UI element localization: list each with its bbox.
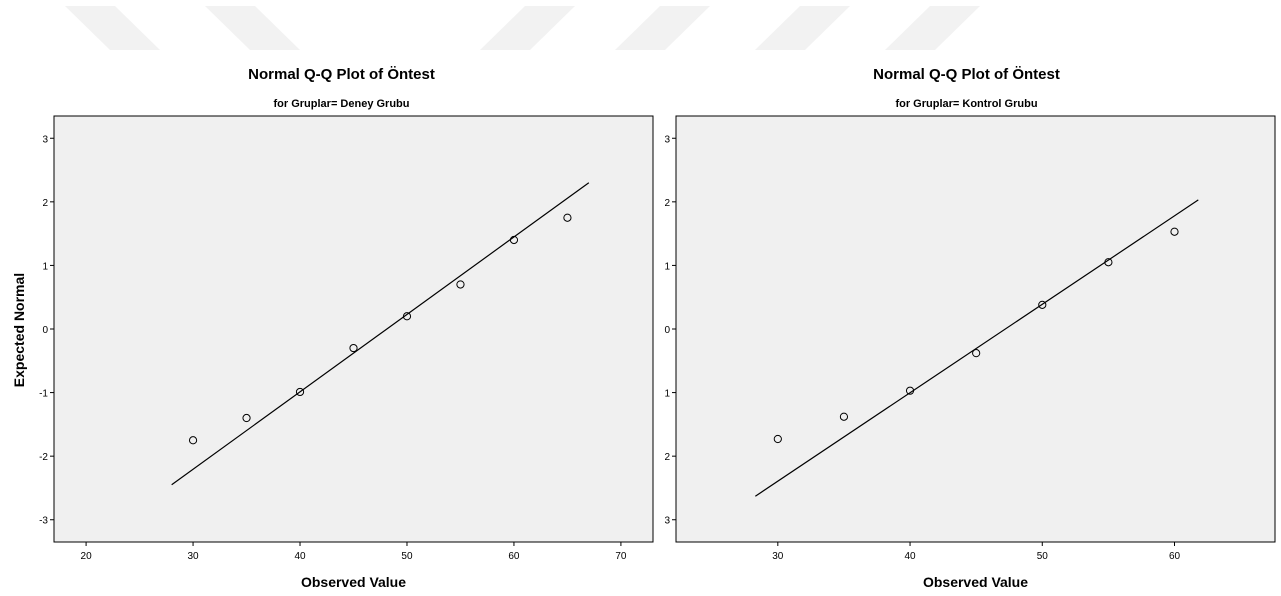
chart-title: Normal Q-Q Plot of Öntest bbox=[248, 66, 435, 83]
data-point bbox=[402, 312, 412, 321]
data-point bbox=[456, 280, 465, 289]
watermark-stripes bbox=[65, 6, 980, 50]
chart-title: Normal Q-Q Plot of Öntest bbox=[873, 66, 1060, 83]
data-point bbox=[905, 386, 915, 395]
y-tick-label: 3 bbox=[664, 516, 670, 527]
y-tick-label: 2 bbox=[42, 198, 48, 209]
x-tick-label: 60 bbox=[1169, 551, 1181, 562]
y-tick-label: 2 bbox=[664, 198, 670, 209]
y-tick-label: 2 bbox=[664, 452, 670, 463]
data-point bbox=[295, 387, 305, 397]
y-tick-label: 3 bbox=[42, 134, 48, 145]
y-tick-label: -2 bbox=[39, 452, 48, 463]
data-point bbox=[188, 436, 198, 445]
data-point bbox=[1170, 227, 1179, 236]
x-tick-label: 50 bbox=[1037, 551, 1049, 562]
data-point bbox=[972, 349, 981, 358]
y-tick-label: -1 bbox=[39, 389, 48, 400]
y-tick-label: 1 bbox=[664, 261, 670, 272]
data-point bbox=[242, 413, 251, 423]
plot-area bbox=[675, 115, 1276, 543]
reference-line bbox=[171, 182, 590, 486]
y-tick-label: 1 bbox=[664, 389, 670, 400]
y-tick-label: 0 bbox=[42, 325, 48, 336]
data-point bbox=[839, 412, 849, 421]
x-axis-label: Observed Value bbox=[300, 574, 407, 590]
data-point bbox=[1038, 300, 1047, 309]
x-tick-label: 30 bbox=[772, 551, 784, 562]
chart-subtitle: for Gruplar= Deney Grubu bbox=[273, 98, 410, 110]
plot-area bbox=[53, 115, 654, 543]
data-point bbox=[349, 343, 358, 353]
chart-subtitle: for Gruplar= Kontrol Grubu bbox=[895, 98, 1038, 110]
x-tick-label: 50 bbox=[401, 551, 413, 562]
data-point bbox=[509, 235, 519, 245]
x-tick-label: 60 bbox=[508, 551, 520, 562]
y-tick-label: -3 bbox=[39, 516, 48, 527]
x-tick-label: 70 bbox=[615, 551, 627, 562]
data-point bbox=[773, 434, 782, 444]
y-tick-label: 0 bbox=[664, 325, 670, 336]
y-tick-label: 1 bbox=[42, 261, 48, 272]
x-tick-label: 40 bbox=[904, 551, 916, 562]
y-tick-label: 3 bbox=[664, 134, 670, 145]
x-tick-label: 30 bbox=[187, 551, 199, 562]
reference-line bbox=[755, 199, 1199, 497]
x-tick-label: 20 bbox=[81, 551, 93, 562]
data-point bbox=[1104, 258, 1113, 267]
x-axis-label: Observed Value bbox=[922, 574, 1029, 590]
data-point bbox=[563, 213, 572, 222]
x-tick-label: 40 bbox=[294, 551, 306, 562]
